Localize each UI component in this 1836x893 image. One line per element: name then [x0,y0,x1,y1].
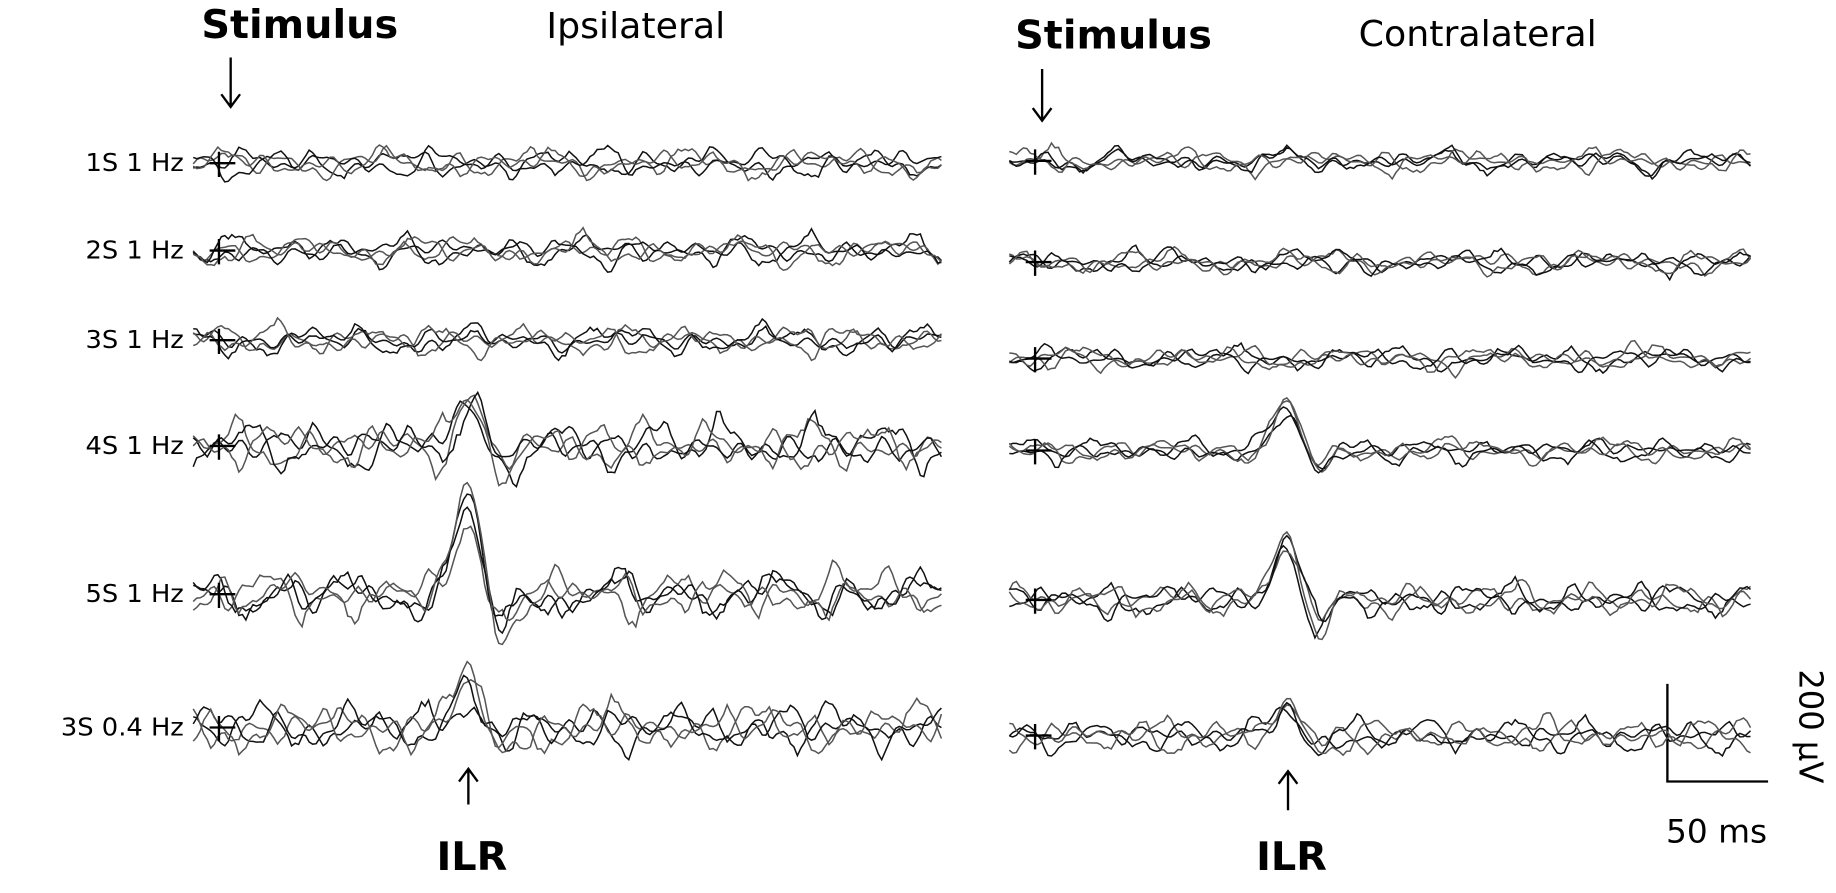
scale-bar [1666,683,1769,783]
trace [1009,414,1751,470]
stimulus-label: Stimulus [1015,13,1212,59]
trace [192,316,943,362]
trace [1009,704,1752,756]
trace [1009,406,1751,474]
trace [1008,141,1751,181]
trace [1009,339,1751,375]
stimulus-marker [1025,588,1052,614]
trace [1008,697,1751,757]
trace [1009,534,1752,623]
trace [192,146,942,182]
trace [192,227,942,273]
trace [192,390,943,475]
stimulus-marker [1025,724,1052,750]
response-label: ILR [1256,834,1327,880]
stimulus-marker [1025,347,1052,373]
panel-title: Contralateral [1359,14,1597,55]
trace [192,678,943,756]
trace [1009,144,1751,177]
row-label: 3S 1 Hz [85,325,183,355]
trace [192,400,942,488]
trace [1009,701,1751,758]
trace [1009,146,1751,181]
scale-amplitude: 200 µV [1792,669,1830,783]
stimulus-marker [1025,439,1052,465]
trace [192,493,942,623]
stimulus-marker [209,328,236,354]
trace [1008,530,1752,641]
stimulus-label: Stimulus [201,2,398,48]
row-labels: 1S 1 Hz 2S 1 Hz 3S 1 Hz 4S 1 Hz 5S 1 Hz 3S 0.… [61,148,184,742]
trace [1009,342,1751,375]
trace [1008,400,1752,473]
scale-time: 50 ms [1666,813,1767,851]
stimulus-marker [1025,149,1052,175]
stimulus-marker [209,434,236,460]
stimulus-marker [209,239,236,265]
trace [1009,544,1751,640]
trace [1008,550,1752,622]
row-label: 3S 0.4 Hz [61,713,184,743]
row-label: 4S 1 Hz [85,431,183,461]
stimulus-marker [1025,250,1052,276]
trace [192,660,943,757]
trace [1008,144,1752,181]
trace [193,317,942,362]
stimulus-marker [209,582,236,608]
panel-title: Ipsilateral [546,6,725,47]
trace [192,144,942,182]
row-label: 2S 1 Hz [85,236,183,266]
trace [192,144,942,183]
trace [192,674,942,762]
trace [1008,396,1751,467]
trace [192,322,942,357]
trace [1008,247,1752,278]
row-label: 5S 1 Hz [85,579,183,609]
trace [192,226,942,272]
stimulus-marker [209,151,236,177]
traces [192,141,1752,762]
trace [192,481,942,646]
trace [192,234,943,267]
stimulus-marker [209,716,236,742]
response-label: ILR [436,834,507,880]
trace [192,144,942,182]
arrows [220,57,1299,811]
trace [192,398,942,487]
trace [1009,245,1752,277]
row-label: 1S 1 Hz [85,148,183,178]
trace [1008,706,1752,757]
